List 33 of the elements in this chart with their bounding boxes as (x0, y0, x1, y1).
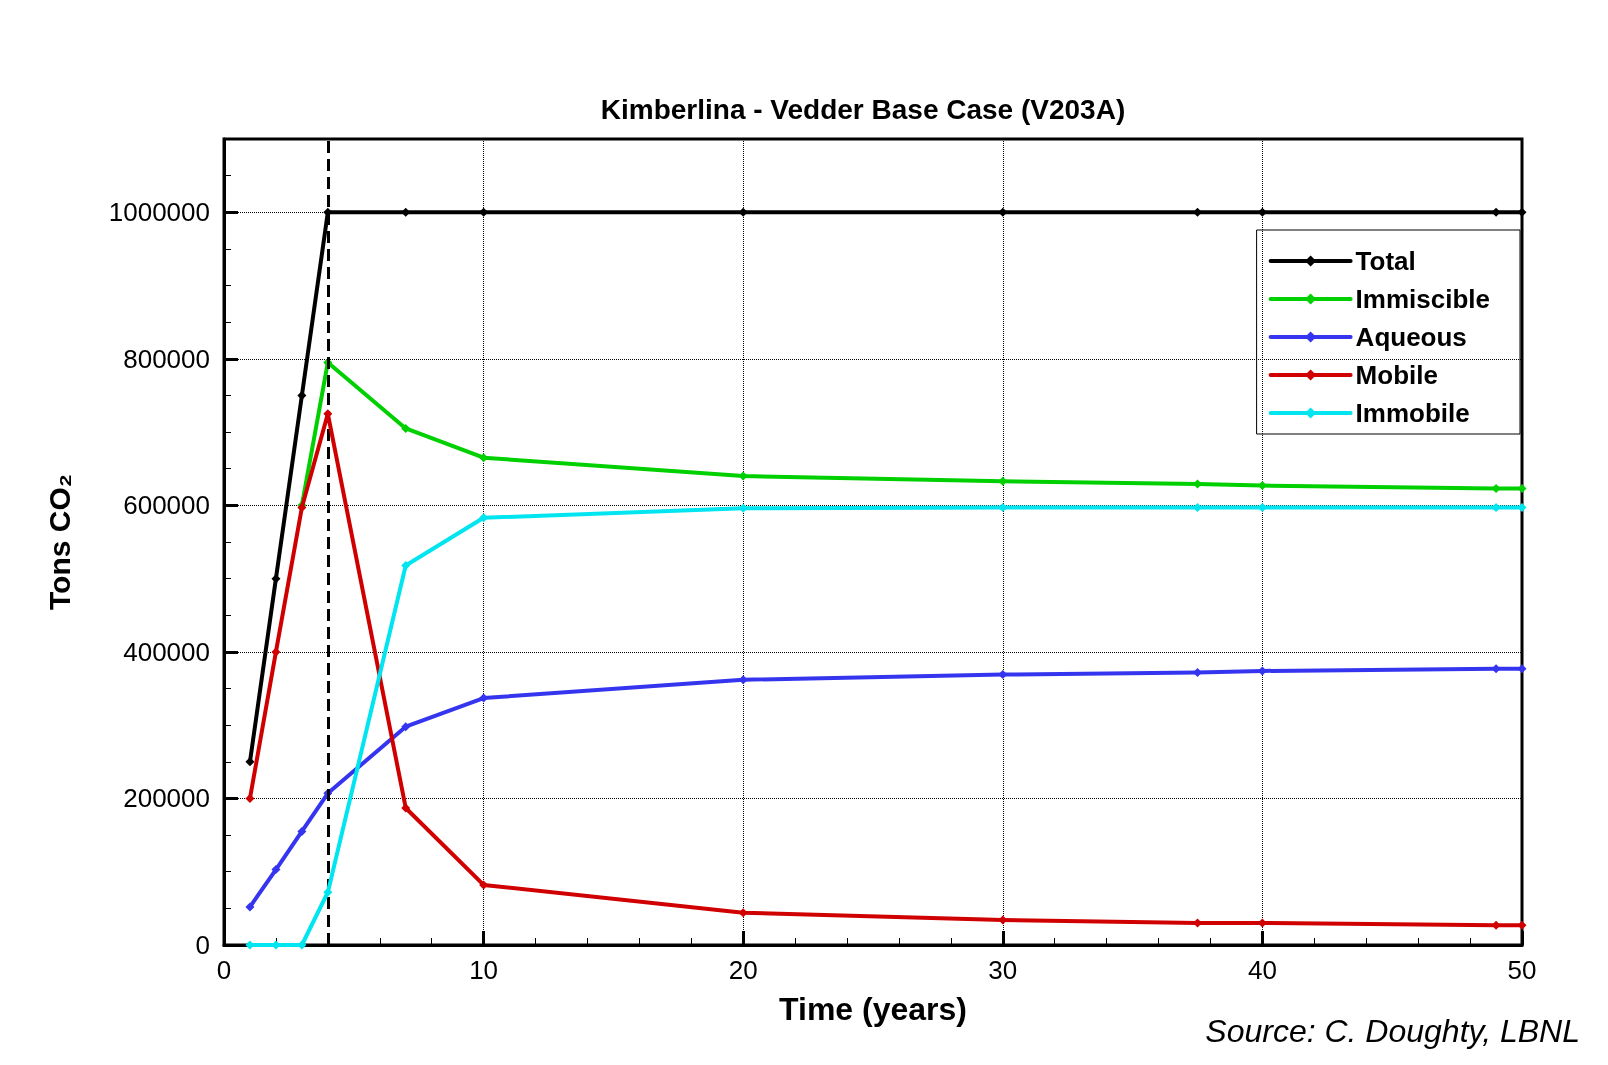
point (297, 826, 307, 836)
x-tick-label: 40 (1247, 955, 1277, 985)
point (401, 560, 411, 570)
legend-label: Immiscible (1355, 284, 1491, 314)
source-note: Source: C. Doughty, LBNL (1205, 1013, 1580, 1049)
x-tick-label: 20 (728, 955, 758, 985)
point (401, 423, 411, 433)
point (401, 722, 411, 732)
y-tick-label: 400000 (123, 636, 210, 667)
y-tick-label: 200000 (123, 783, 210, 814)
legend-label: Aqueous (1355, 322, 1467, 352)
point (1193, 207, 1202, 217)
y-tick-label: 0 (195, 930, 210, 960)
point (271, 647, 281, 657)
x-tick-label: 10 (469, 955, 499, 985)
x-tick-label: 0 (216, 955, 232, 985)
y-tick-label: 600000 (123, 490, 210, 521)
x-axis-title: Time (years) (779, 991, 967, 1027)
point (245, 902, 255, 912)
legend-label: Total (1355, 246, 1416, 276)
legend-label: Mobile (1355, 360, 1438, 390)
y-tick-label: 1000000 (108, 197, 210, 228)
y-tick-label: 800000 (123, 343, 210, 374)
point (1193, 667, 1202, 677)
x-tick-label: 30 (988, 955, 1018, 985)
x-tick-label: 50 (1507, 955, 1537, 985)
y-axis-title: Tons CO₂ (42, 473, 76, 611)
legend-label: Immobile (1355, 398, 1470, 428)
point (1193, 503, 1202, 513)
point (245, 757, 255, 767)
point (271, 865, 281, 875)
point (323, 887, 333, 897)
chart-title: Kimberlina - Vedder Base Case (V203A) (600, 93, 1126, 125)
